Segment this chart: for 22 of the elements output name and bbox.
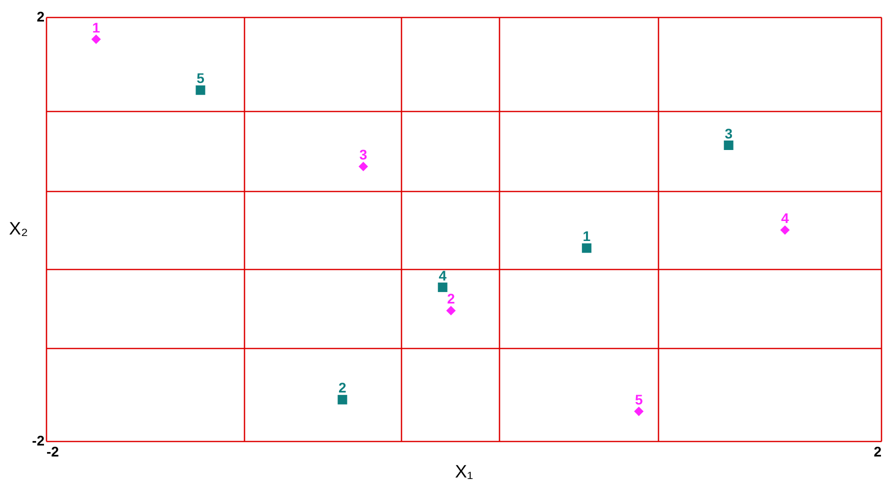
point — [634, 406, 644, 416]
point — [446, 306, 456, 316]
y-axis-title: X₂ — [9, 218, 28, 238]
annotation: 2 — [338, 380, 347, 396]
point — [338, 394, 348, 404]
annotation: 5 — [634, 391, 643, 408]
annotation: 4 — [438, 267, 447, 284]
point — [438, 282, 448, 292]
x-axis-title: X₁ — [454, 462, 474, 482]
annotation: 1 — [582, 228, 591, 244]
point — [358, 162, 368, 172]
point — [724, 140, 734, 150]
annotation: 3 — [724, 125, 733, 142]
point — [196, 85, 206, 95]
annotation: 4 — [781, 210, 790, 226]
annotation: 1 — [92, 19, 100, 36]
point — [780, 225, 790, 235]
annotation: 3 — [359, 146, 368, 162]
annotation: 2 — [447, 290, 456, 307]
annotation: 5 — [196, 70, 205, 86]
point — [91, 34, 101, 44]
point — [582, 243, 592, 253]
